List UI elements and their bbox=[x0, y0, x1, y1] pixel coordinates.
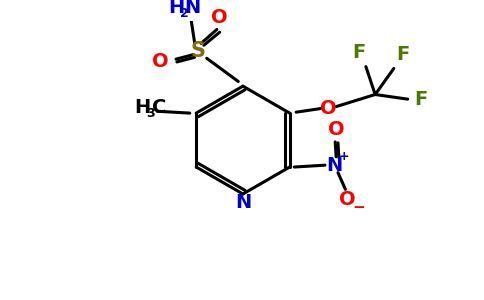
Text: S: S bbox=[191, 41, 206, 61]
Text: O: O bbox=[152, 52, 168, 71]
Text: 2: 2 bbox=[180, 7, 189, 20]
Text: O: O bbox=[328, 120, 345, 139]
Text: N: N bbox=[184, 0, 201, 16]
Text: N: N bbox=[326, 156, 342, 175]
Text: F: F bbox=[414, 90, 427, 109]
Text: C: C bbox=[152, 98, 166, 117]
Text: −: − bbox=[352, 200, 365, 214]
Text: H: H bbox=[134, 98, 151, 117]
Text: F: F bbox=[396, 45, 409, 64]
Text: 3: 3 bbox=[146, 106, 155, 120]
Text: O: O bbox=[339, 190, 356, 209]
Text: N: N bbox=[235, 193, 251, 212]
Text: O: O bbox=[320, 99, 337, 118]
Text: F: F bbox=[353, 43, 366, 62]
Text: H: H bbox=[168, 0, 184, 16]
Text: O: O bbox=[212, 8, 228, 27]
Text: +: + bbox=[338, 150, 349, 163]
